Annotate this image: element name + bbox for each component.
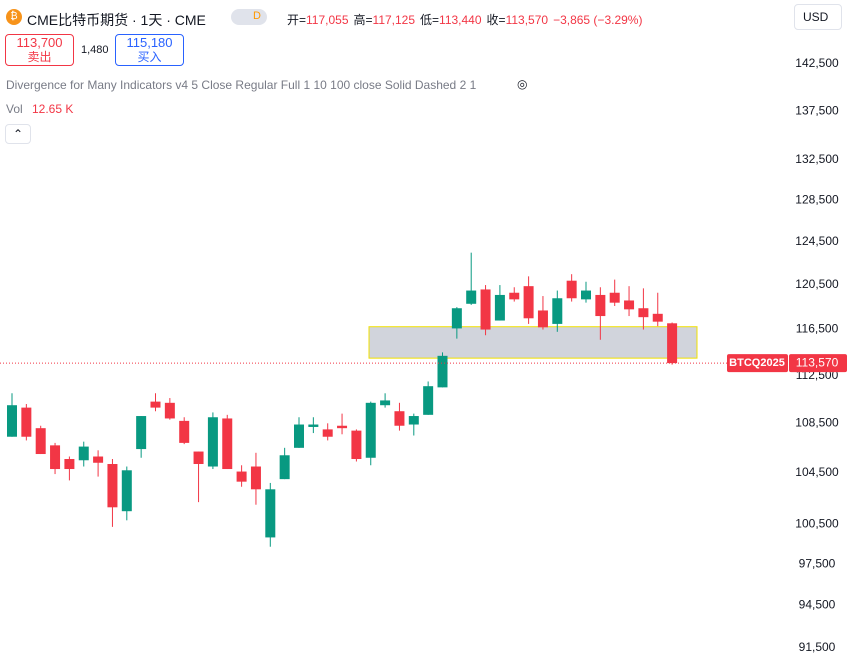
- candle-body: [179, 420, 190, 443]
- volume-label: Vol: [6, 102, 23, 116]
- candle-body: [380, 400, 391, 406]
- candle-body: [322, 429, 333, 437]
- y-tick-label: 137,500: [795, 103, 839, 117]
- y-tick-label: 120,500: [795, 277, 839, 291]
- buy-button[interactable]: 115,180 买入: [115, 34, 184, 66]
- eye-icon[interactable]: ◎: [517, 77, 528, 91]
- candle-body: [408, 416, 419, 425]
- candle-body: [437, 355, 448, 388]
- ohlc-label: 低=: [420, 13, 440, 27]
- candle-body: [652, 313, 663, 322]
- candle-body: [121, 470, 132, 512]
- candle-body: [423, 386, 434, 415]
- candle-body: [566, 280, 577, 299]
- candle-body: [107, 464, 118, 508]
- candle-body: [78, 446, 89, 461]
- y-tick-label: 132,500: [795, 152, 839, 166]
- ohlc-value: 117,055: [306, 13, 349, 27]
- candle-body: [207, 417, 218, 467]
- volume-value: 12.65 K: [32, 102, 74, 116]
- price-tag-name: BTCQ2025: [729, 357, 785, 369]
- change: −3,865 (−3.29%): [553, 13, 643, 27]
- y-tick-label: 94,500: [799, 598, 836, 612]
- candle-body: [394, 411, 405, 426]
- candle-body: [537, 310, 548, 328]
- candle-body: [279, 455, 290, 480]
- sell-label: 卖出: [27, 50, 52, 64]
- candle-body: [21, 407, 32, 437]
- candle-body: [451, 308, 462, 329]
- candle-body: [150, 401, 161, 408]
- ohlc: 开=117,055 高=117,125 低=113,440 收=113,570 −3,8…: [287, 11, 642, 28]
- candle-body: [93, 456, 104, 463]
- buy-price: 115,180: [126, 35, 173, 50]
- y-tick-label: 97,500: [799, 556, 836, 570]
- candle-body: [265, 489, 276, 538]
- candle-body: [624, 300, 635, 310]
- buy-label: 买入: [137, 50, 162, 64]
- ohlc-label: 收=: [486, 13, 506, 27]
- badge: D: [253, 10, 261, 22]
- candle-body: [222, 418, 233, 470]
- y-tick-label: 124,500: [795, 234, 839, 248]
- y-tick-label: 100,500: [795, 516, 839, 530]
- spread: 1,480: [81, 44, 109, 56]
- candle-body: [351, 430, 362, 460]
- candle-body: [294, 424, 304, 448]
- candle-body: [7, 405, 17, 437]
- ohlc-label: 高=: [353, 13, 373, 27]
- candle-body: [466, 290, 477, 304]
- candle-body: [136, 416, 147, 450]
- candle-body: [509, 292, 520, 300]
- candle-body: [164, 402, 175, 419]
- ohlc-value: 117,125: [372, 13, 416, 27]
- collapse-button[interactable]: ⌃: [5, 124, 31, 144]
- candle-body: [365, 402, 376, 458]
- candle-body: [250, 466, 261, 490]
- badge-bg: D: [231, 9, 267, 25]
- candle-body: [638, 308, 649, 318]
- currency[interactable]: USD: [794, 4, 842, 30]
- candle-body: [552, 298, 563, 324]
- candle-body: [337, 425, 348, 429]
- y-tick-label: 142,500: [795, 56, 839, 70]
- y-tick-label: 108,500: [795, 415, 839, 429]
- candle-body: [494, 294, 505, 321]
- zone: [368, 326, 698, 359]
- ohlc-value: 113,570: [505, 13, 549, 27]
- candle-body: [236, 471, 247, 482]
- sell-button[interactable]: 113,700 卖出: [5, 34, 74, 66]
- candle-body: [581, 290, 591, 300]
- candle-body: [480, 289, 491, 330]
- candle-body: [50, 445, 61, 470]
- candle-body: [64, 459, 75, 470]
- price-label: 113,570: [796, 355, 839, 369]
- price-tag-bg: [727, 354, 788, 373]
- ohlc-label: 开=: [287, 13, 307, 27]
- symbol[interactable]: CME比特币期货 · 1天 · CME: [27, 12, 206, 28]
- candle-body: [35, 428, 46, 455]
- y-tick-label: 91,500: [799, 640, 836, 654]
- y-tick-label: 128,500: [795, 193, 839, 207]
- price-label-bg: [789, 354, 847, 373]
- candle-body: [523, 286, 534, 319]
- ohlc-value: 113,440: [439, 13, 482, 27]
- y-tick-label: 104,500: [795, 465, 839, 479]
- candle-body: [595, 294, 606, 317]
- coin-icon: ₿: [6, 9, 22, 25]
- candle-body: [308, 424, 319, 427]
- sell-price: 113,700: [16, 35, 63, 50]
- candle-body: [667, 323, 678, 364]
- y-tick-label: 116,500: [796, 322, 839, 336]
- indicator: Divergence for Many Indicators v4 5 Clos…: [6, 78, 477, 92]
- candle-body: [609, 292, 620, 303]
- candle-body: [193, 451, 204, 465]
